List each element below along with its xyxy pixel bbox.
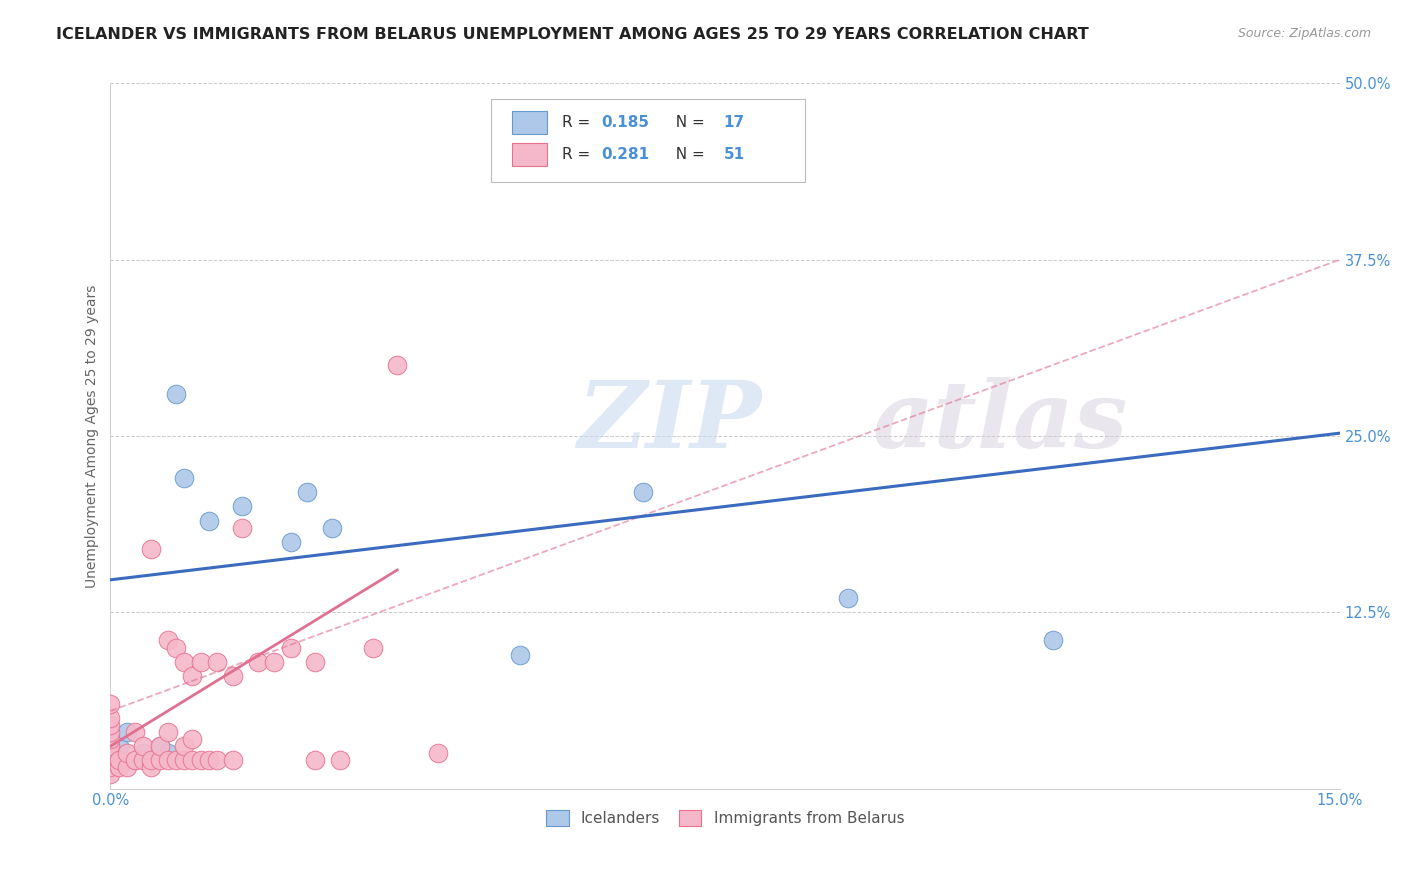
Point [361, 640, 384, 655]
Point [107, 760, 129, 774]
Text: N =: N = [666, 115, 710, 129]
Point [1042, 633, 1064, 648]
Point [148, 739, 170, 754]
Point [124, 753, 146, 767]
Point [280, 640, 302, 655]
FancyBboxPatch shape [512, 144, 547, 166]
Point [132, 746, 155, 760]
Point [387, 359, 409, 373]
Point [141, 760, 163, 774]
Text: ICELANDER VS IMMIGRANTS FROM BELARUS UNEMPLOYMENT AMONG AGES 25 TO 29 YEARS CORR: ICELANDER VS IMMIGRANTS FROM BELARUS UNE… [56, 27, 1090, 42]
Y-axis label: Unemployment Among Ages 25 to 29 years: Unemployment Among Ages 25 to 29 years [86, 285, 100, 588]
Point [197, 514, 219, 528]
Point [631, 485, 654, 500]
Point [156, 753, 179, 767]
Point [181, 753, 204, 767]
Legend: Icelanders, Immigrants from Belarus: Icelanders, Immigrants from Belarus [538, 803, 912, 834]
Point [837, 591, 859, 606]
Text: R =: R = [561, 147, 595, 162]
Point [107, 739, 129, 754]
Point [156, 746, 179, 760]
Point [190, 655, 212, 669]
Point [173, 471, 195, 485]
Point [107, 753, 129, 767]
Point [115, 746, 138, 760]
Point [205, 753, 228, 767]
Point [100, 697, 122, 711]
Point [222, 753, 245, 767]
Point [100, 753, 122, 767]
Point [165, 640, 187, 655]
Point [124, 725, 146, 739]
Point [148, 753, 170, 767]
Point [100, 746, 122, 760]
Point [165, 753, 187, 767]
Point [190, 753, 212, 767]
Point [329, 753, 352, 767]
Point [197, 753, 219, 767]
Point [100, 739, 122, 754]
Text: 51: 51 [724, 147, 745, 162]
Point [141, 753, 163, 767]
Point [100, 732, 122, 747]
FancyBboxPatch shape [512, 111, 547, 134]
Point [263, 655, 285, 669]
Text: ZIP: ZIP [578, 377, 762, 467]
Text: Source: ZipAtlas.com: Source: ZipAtlas.com [1237, 27, 1371, 40]
Point [107, 753, 129, 767]
Point [181, 732, 204, 747]
Point [246, 655, 269, 669]
Point [100, 711, 122, 725]
Point [132, 753, 155, 767]
Point [100, 718, 122, 732]
Point [280, 534, 302, 549]
Point [115, 760, 138, 774]
Point [100, 725, 122, 739]
Text: N =: N = [666, 147, 710, 162]
Point [100, 760, 122, 774]
Point [427, 746, 450, 760]
Point [156, 725, 179, 739]
Point [205, 655, 228, 669]
Point [295, 485, 318, 500]
Point [304, 753, 326, 767]
Text: 0.281: 0.281 [600, 147, 650, 162]
Point [165, 386, 187, 401]
Point [100, 767, 122, 781]
Point [132, 739, 155, 754]
Point [148, 739, 170, 754]
Point [173, 739, 195, 754]
Point [231, 500, 253, 514]
Text: R =: R = [561, 115, 595, 129]
FancyBboxPatch shape [492, 99, 804, 182]
Point [222, 669, 245, 683]
Text: 17: 17 [724, 115, 745, 129]
Point [156, 633, 179, 648]
Point [231, 521, 253, 535]
Point [173, 655, 195, 669]
Point [304, 655, 326, 669]
Point [181, 669, 204, 683]
Point [141, 541, 163, 556]
Point [115, 725, 138, 739]
Point [321, 521, 343, 535]
Text: 0.185: 0.185 [600, 115, 650, 129]
Point [509, 648, 531, 662]
Point [173, 753, 195, 767]
Text: atlas: atlas [873, 377, 1128, 467]
